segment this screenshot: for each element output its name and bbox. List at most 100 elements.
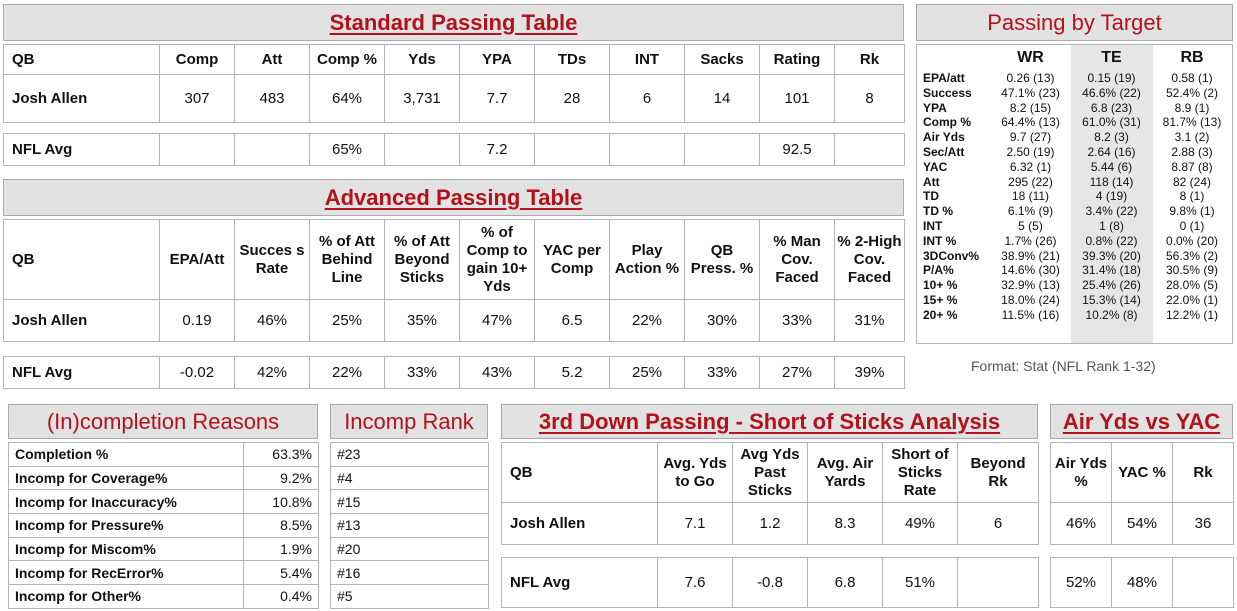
table-cell: 9.7 (27) xyxy=(1009,130,1052,145)
row-label: INT % xyxy=(923,233,957,248)
table-cell: 6.8 (23) xyxy=(1090,100,1133,115)
table-cell: 1.2 xyxy=(732,502,808,545)
table-cell: -0.8 xyxy=(732,557,808,608)
table-cell: 12.2% (1) xyxy=(1165,307,1219,322)
table-row: #13 xyxy=(330,513,489,538)
table-cell: 0.8% (22) xyxy=(1085,233,1138,248)
table-cell: 10.8% xyxy=(243,489,319,515)
header-cell xyxy=(917,45,990,71)
table-cell: 22.0% (1) xyxy=(1165,292,1219,307)
row-label: Incomp for Coverage% xyxy=(8,465,244,491)
target-table-header: Passing by Target xyxy=(916,4,1233,41)
table-row: Incomp for RecError% 5.4% xyxy=(8,560,319,586)
header-cell: Short of Sticks Rate xyxy=(882,442,958,503)
table-cell: 46.6% (22) xyxy=(1082,85,1141,100)
row-label: Incomp for Miscom% xyxy=(8,536,244,562)
table-cell: 51% xyxy=(882,557,958,608)
table-cell: 295 (22) xyxy=(1008,174,1053,189)
air-yac-header-row: Air Yds % YAC % Rk xyxy=(1050,442,1234,503)
table-cell: 1.9% xyxy=(243,536,319,562)
table-row: NFL Avg -0.02 42% 22% 33% 43% 5.2 25% 33… xyxy=(3,356,905,389)
table-cell: Josh Allen xyxy=(3,74,160,123)
advanced-table-header: Advanced Passing Table xyxy=(3,179,904,216)
table-cell xyxy=(384,133,460,166)
table-cell: 14 xyxy=(684,74,760,123)
table-cell: 0.0% (20) xyxy=(1165,233,1219,248)
air-yac-avg-table: 52% 48% xyxy=(1050,557,1234,608)
table-cell: 0.4% xyxy=(243,584,319,609)
header-cell: % 2-High Cov. Faced xyxy=(834,219,905,300)
header-cell: YPA xyxy=(459,44,535,75)
target-row: TD 18 (11) 4 (19) 8 (1) xyxy=(917,189,1232,204)
table-cell: 52.4% (2) xyxy=(1165,85,1219,100)
table-cell: 8.3 xyxy=(807,502,883,545)
table-cell: 28 xyxy=(534,74,610,123)
air-yac-table: Air Yds % YAC % Rk 46% 54% 36 xyxy=(1050,442,1234,545)
table-cell: 6.32 (1) xyxy=(1009,159,1052,174)
header-cell: Succes s Rate xyxy=(234,219,310,300)
table-cell: 3,731 xyxy=(384,74,460,123)
table-cell: 28.0% (5) xyxy=(1165,278,1219,293)
table-cell: 2.64 (16) xyxy=(1087,144,1136,159)
table-cell: 6 xyxy=(957,502,1039,545)
table-cell: #16 xyxy=(330,560,489,586)
table-cell: 47.1% (23) xyxy=(1001,85,1060,100)
header-cell: % of Att Beyond Sticks xyxy=(384,219,460,300)
table-cell: 61.0% (31) xyxy=(1082,115,1141,130)
table-cell: 8.2 (15) xyxy=(1009,100,1052,115)
row-label: TD % xyxy=(923,204,953,219)
target-row: YPA 8.2 (15) 6.8 (23) 8.9 (1) xyxy=(917,101,1232,116)
header-cell: YAC per Comp xyxy=(534,219,610,300)
table-cell: 1 (8) xyxy=(1099,218,1124,233)
table-cell: 8.87 (8) xyxy=(1171,159,1213,174)
table-row: Incomp for Inaccuracy% 10.8% xyxy=(8,489,319,515)
table-cell: #13 xyxy=(330,513,489,538)
table-row: #20 xyxy=(330,536,489,562)
table-cell: 32.9% (13) xyxy=(1001,278,1060,293)
table-cell xyxy=(957,557,1039,608)
incomp-rank-header: Incomp Rank xyxy=(330,404,488,439)
row-label: 3DConv% xyxy=(923,248,980,263)
table-cell: 25% xyxy=(309,299,385,342)
advanced-header-row: QB EPA/Att Succes s Rate % of Att Behind… xyxy=(3,219,905,300)
table-cell: 22% xyxy=(609,299,685,342)
table-cell: 101 xyxy=(759,74,835,123)
table-cell: 46% xyxy=(1050,502,1112,545)
table-row: #23 xyxy=(330,442,489,467)
target-row: Air Yds 9.7 (27) 8.2 (3) 3.1 (2) xyxy=(917,130,1232,145)
table-cell: 7.7 xyxy=(459,74,535,123)
advanced-avg-table: NFL Avg -0.02 42% 22% 33% 43% 5.2 25% 33… xyxy=(3,356,905,389)
row-label: TD xyxy=(923,189,939,204)
row-label: Incomp for Other% xyxy=(8,584,244,609)
table-cell: #15 xyxy=(330,489,489,515)
header-cell: Att xyxy=(234,44,310,75)
target-header-row: WR TE RB xyxy=(917,45,1232,71)
table-cell: 63.3% xyxy=(243,442,319,467)
target-row: Comp % 64.4% (13) 61.0% (31) 81.7% (13) xyxy=(917,115,1232,130)
header-cell: TDs xyxy=(534,44,610,75)
table-cell: 2.50 (19) xyxy=(1006,144,1055,159)
target-table: WR TE RB EPA/att 0.26 (13) 0.15 (19) 0.58 (… xyxy=(917,45,1232,323)
row-label: Incomp for RecError% xyxy=(8,560,244,586)
table-cell: 49% xyxy=(882,502,958,545)
third-down-header: 3rd Down Passing - Short of Sticks Analy… xyxy=(501,404,1038,439)
third-down-header-row: QB Avg. Yds to Go Avg Yds Past Sticks Av… xyxy=(501,442,1039,503)
table-row: 52% 48% xyxy=(1050,557,1234,608)
third-down-avg-table: NFL Avg 7.6 -0.8 6.8 51% xyxy=(501,557,1039,608)
table-cell: 48% xyxy=(1111,557,1173,608)
row-label: YPA xyxy=(923,100,947,115)
target-row: YAC 6.32 (1) 5.44 (6) 8.87 (8) xyxy=(917,160,1232,175)
target-row: INT % 1.7% (26) 0.8% (22) 0.0% (20) xyxy=(917,234,1232,249)
table-cell: #20 xyxy=(330,536,489,562)
target-row: EPA/att 0.26 (13) 0.15 (19) 0.58 (1) xyxy=(917,71,1232,86)
header-cell: QB Press. % xyxy=(684,219,760,300)
standard-table-title: Standard Passing Table xyxy=(329,9,578,35)
table-cell: #23 xyxy=(330,442,489,467)
table-cell: 33% xyxy=(384,356,460,389)
header-cell: Avg. Air Yards xyxy=(807,442,883,503)
table-row: #16 xyxy=(330,560,489,586)
table-cell xyxy=(1172,557,1234,608)
table-cell: 81.7% (13) xyxy=(1162,115,1222,130)
table-cell: 42% xyxy=(234,356,310,389)
row-label: Sec/Att xyxy=(923,144,965,159)
